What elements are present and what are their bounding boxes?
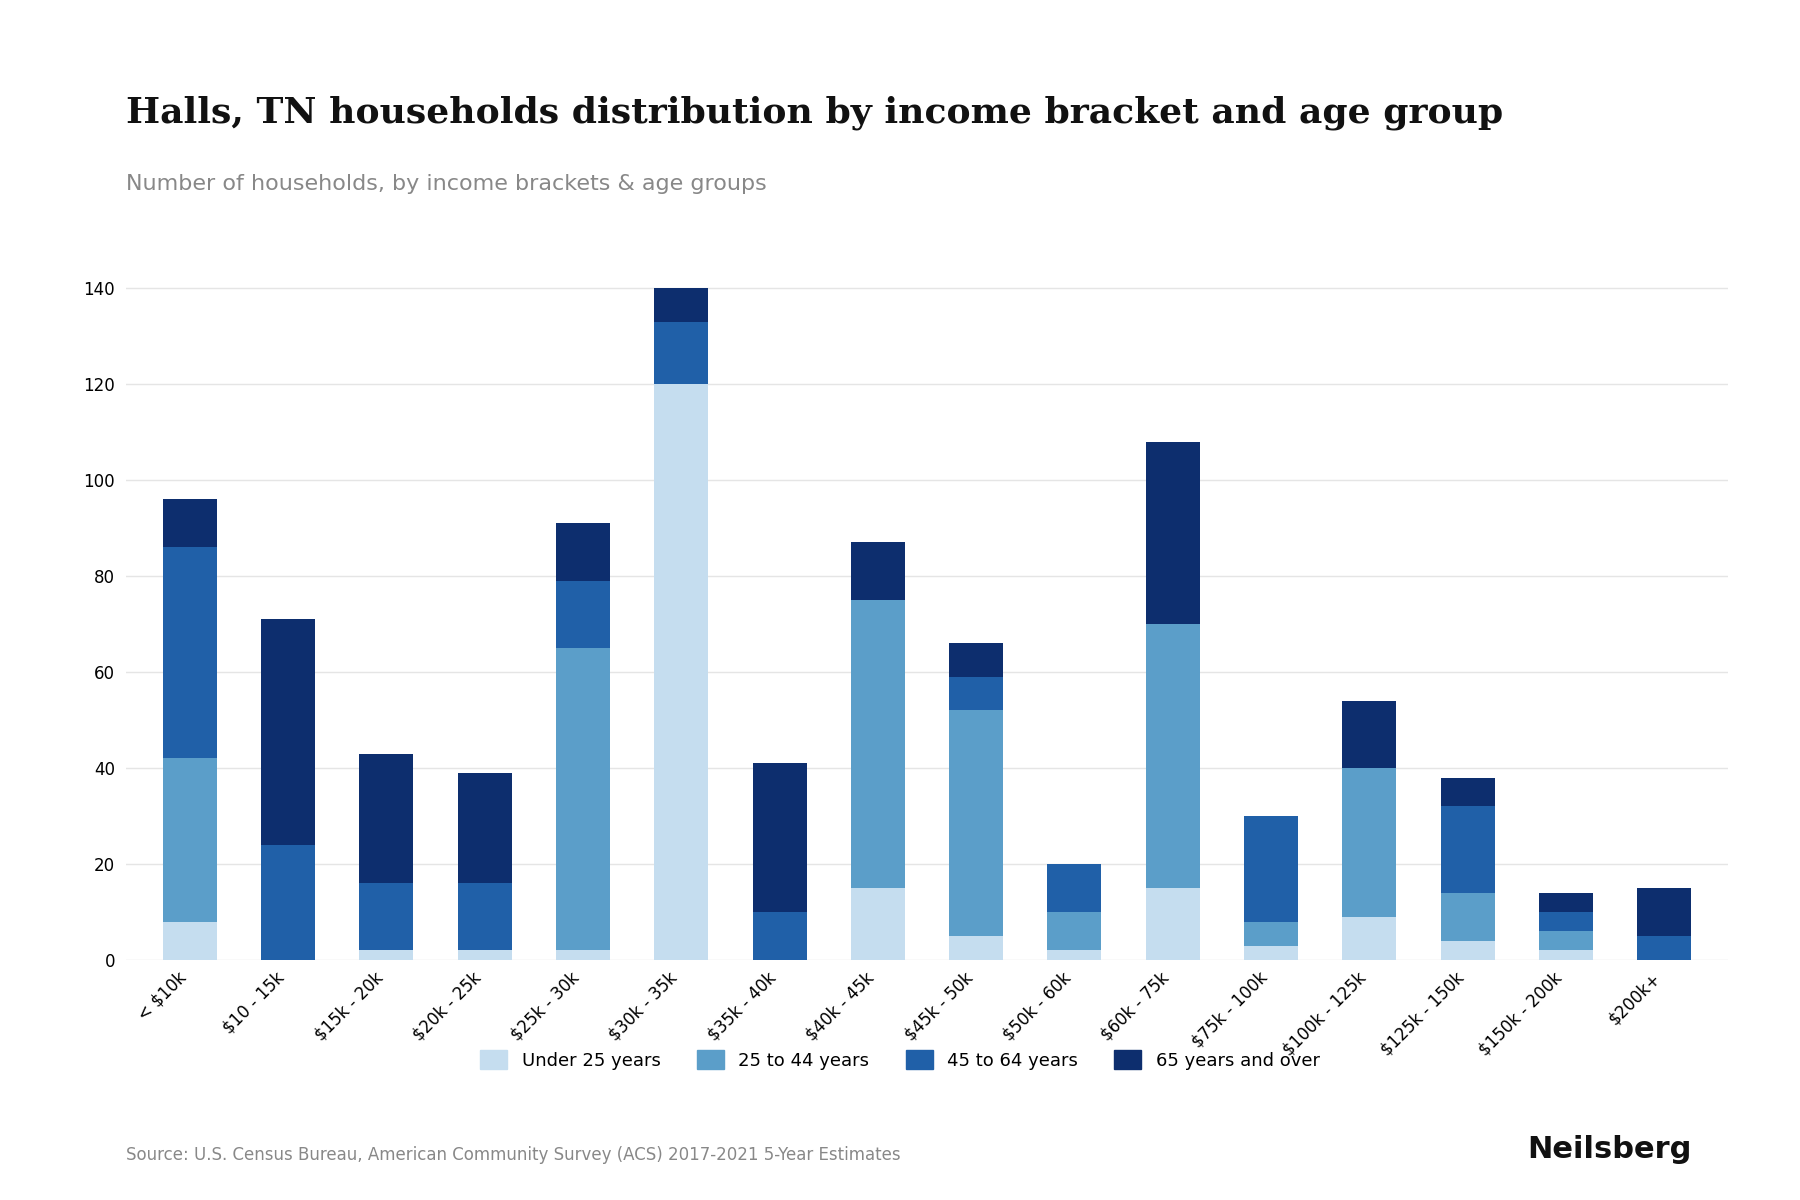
Bar: [1244, 922, 1298, 946]
Bar: [1539, 912, 1593, 931]
Bar: [457, 773, 511, 883]
Bar: [1343, 701, 1397, 768]
Bar: [1343, 917, 1397, 960]
Bar: [261, 619, 315, 845]
Bar: [1440, 806, 1494, 893]
Bar: [1145, 888, 1201, 960]
Bar: [1343, 768, 1397, 917]
Bar: [162, 922, 218, 960]
Bar: [1539, 950, 1593, 960]
Bar: [1244, 946, 1298, 960]
Bar: [851, 542, 905, 600]
Bar: [1145, 442, 1201, 624]
Legend: Under 25 years, 25 to 44 years, 45 to 64 years, 65 years and over: Under 25 years, 25 to 44 years, 45 to 64…: [473, 1043, 1327, 1076]
Bar: [1440, 941, 1494, 960]
Bar: [1539, 931, 1593, 950]
Bar: [162, 758, 218, 922]
Bar: [556, 950, 610, 960]
Bar: [1539, 893, 1593, 912]
Bar: [1636, 888, 1692, 936]
Text: Neilsberg: Neilsberg: [1528, 1135, 1692, 1164]
Bar: [851, 600, 905, 888]
Bar: [162, 547, 218, 758]
Bar: [752, 912, 806, 960]
Bar: [949, 643, 1003, 677]
Bar: [556, 581, 610, 648]
Bar: [1244, 816, 1298, 922]
Bar: [653, 288, 709, 322]
Bar: [457, 950, 511, 960]
Bar: [261, 845, 315, 960]
Bar: [360, 754, 414, 883]
Bar: [1048, 950, 1102, 960]
Bar: [653, 322, 709, 384]
Bar: [1145, 624, 1201, 888]
Bar: [556, 523, 610, 581]
Bar: [162, 499, 218, 547]
Bar: [851, 888, 905, 960]
Bar: [556, 648, 610, 950]
Bar: [1636, 936, 1692, 960]
Bar: [457, 883, 511, 950]
Bar: [1440, 778, 1494, 806]
Bar: [949, 677, 1003, 710]
Text: Source: U.S. Census Bureau, American Community Survey (ACS) 2017-2021 5-Year Est: Source: U.S. Census Bureau, American Com…: [126, 1146, 900, 1164]
Bar: [1440, 893, 1494, 941]
Bar: [949, 710, 1003, 936]
Bar: [360, 950, 414, 960]
Bar: [752, 763, 806, 912]
Bar: [360, 883, 414, 950]
Bar: [1048, 864, 1102, 912]
Bar: [653, 384, 709, 960]
Bar: [949, 936, 1003, 960]
Bar: [1048, 912, 1102, 950]
Text: Number of households, by income brackets & age groups: Number of households, by income brackets…: [126, 174, 767, 194]
Text: Halls, TN households distribution by income bracket and age group: Halls, TN households distribution by inc…: [126, 96, 1503, 131]
